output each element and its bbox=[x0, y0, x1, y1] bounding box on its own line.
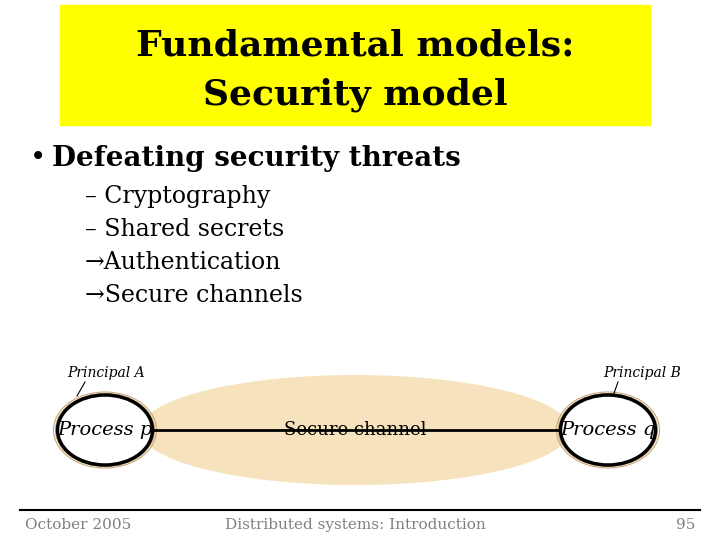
Ellipse shape bbox=[58, 395, 153, 465]
Text: Secure channel: Secure channel bbox=[284, 421, 426, 439]
Text: Fundamental models:: Fundamental models: bbox=[136, 28, 575, 62]
Text: Distributed systems: Introduction: Distributed systems: Introduction bbox=[225, 518, 485, 532]
Text: →Authentication: →Authentication bbox=[85, 251, 282, 274]
FancyBboxPatch shape bbox=[60, 5, 650, 125]
Text: – Shared secrets: – Shared secrets bbox=[85, 218, 284, 241]
Text: Principal B: Principal B bbox=[603, 366, 681, 380]
Text: Security model: Security model bbox=[203, 78, 508, 112]
Text: Process q: Process q bbox=[560, 421, 656, 439]
Text: Process p: Process p bbox=[58, 421, 153, 439]
Text: •: • bbox=[30, 145, 46, 172]
Text: October 2005: October 2005 bbox=[25, 518, 131, 532]
Text: – Cryptography: – Cryptography bbox=[85, 185, 271, 208]
Text: →Secure channels: →Secure channels bbox=[85, 284, 302, 307]
Text: Defeating security threats: Defeating security threats bbox=[52, 145, 461, 172]
Text: Principal A: Principal A bbox=[67, 366, 145, 380]
Ellipse shape bbox=[560, 395, 655, 465]
Ellipse shape bbox=[140, 375, 570, 485]
Text: 95: 95 bbox=[675, 518, 695, 532]
